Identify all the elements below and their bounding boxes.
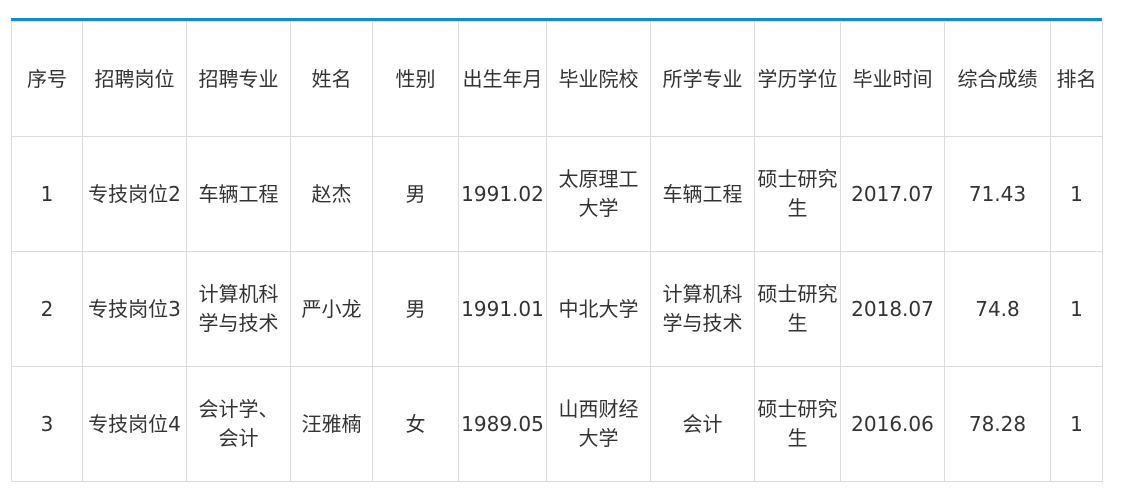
cell-school: 中北大学 (546, 251, 651, 367)
cell-grad-date: 2016.06 (840, 366, 945, 482)
header-score: 综合成绩 (944, 21, 1051, 137)
cell-major: 计算机科学与技术 (186, 251, 291, 367)
cell-name: 赵杰 (290, 136, 373, 252)
cell-birth: 1991.01 (458, 251, 547, 367)
cell-degree: 硕士研究生 (754, 366, 841, 482)
cell-studied-major: 车辆工程 (650, 136, 755, 252)
cell-index: 2 (11, 251, 83, 367)
cell-gender: 男 (372, 136, 459, 252)
header-major: 招聘专业 (186, 21, 291, 137)
header-studied-major: 所学专业 (650, 21, 755, 137)
cell-grad-date: 2018.07 (840, 251, 945, 367)
header-school: 毕业院校 (546, 21, 651, 137)
cell-birth: 1989.05 (458, 366, 547, 482)
header-gender: 性别 (372, 21, 459, 137)
results-table: 序号 招聘岗位 招聘专业 姓名 性别 出生年月 毕业院校 所学专业 学历学位 毕业时间 综合成绩 排名… (11, 21, 1103, 482)
header-row: 序号 招聘岗位 招聘专业 姓名 性别 出生年月 毕业院校 所学专业 学历学位 毕业时间 综合成绩 排名 (11, 21, 1103, 137)
cell-gender: 女 (372, 366, 459, 482)
results-table-container: 序号 招聘岗位 招聘专业 姓名 性别 出生年月 毕业院校 所学专业 学历学位 毕业时间 综合成绩 排名… (11, 18, 1103, 482)
cell-rank: 1 (1050, 366, 1103, 482)
cell-major: 会计学、会计 (186, 366, 291, 482)
header-name: 姓名 (290, 21, 373, 137)
header-grad-date: 毕业时间 (840, 21, 945, 137)
cell-degree: 硕士研究生 (754, 136, 841, 252)
cell-position: 专技岗位3 (82, 251, 187, 367)
cell-score: 78.28 (944, 366, 1051, 482)
cell-rank: 1 (1050, 136, 1103, 252)
cell-rank: 1 (1050, 251, 1103, 367)
cell-name: 汪雅楠 (290, 366, 373, 482)
header-index: 序号 (11, 21, 83, 137)
cell-grad-date: 2017.07 (840, 136, 945, 252)
cell-score: 71.43 (944, 136, 1051, 252)
header-birth: 出生年月 (458, 21, 547, 137)
header-degree: 学历学位 (754, 21, 841, 137)
cell-degree: 硕士研究生 (754, 251, 841, 367)
cell-school: 山西财经大学 (546, 366, 651, 482)
cell-birth: 1991.02 (458, 136, 547, 252)
cell-school: 太原理工大学 (546, 136, 651, 252)
cell-index: 3 (11, 366, 83, 482)
cell-score: 74.8 (944, 251, 1051, 367)
cell-position: 专技岗位2 (82, 136, 187, 252)
cell-major: 车辆工程 (186, 136, 291, 252)
cell-index: 1 (11, 136, 83, 252)
cell-name: 严小龙 (290, 251, 373, 367)
table-row: 1 专技岗位2 车辆工程 赵杰男 1991.02 太原理工大学 车辆工程 硕士研究生 2017.… (11, 136, 1103, 252)
header-rank: 排名 (1050, 21, 1103, 137)
header-position: 招聘岗位 (82, 21, 187, 137)
cell-studied-major: 计算机科学与技术 (650, 251, 755, 367)
table-row: 2 专技岗位3 计算机科学与技术 严小龙男 1991.01 中北大学 计算机科学与技术 硕士研… (11, 251, 1103, 367)
cell-studied-major: 会计 (650, 366, 755, 482)
table-row: 3 专技岗位4 会计学、会计 汪雅楠女 1989.05 山西财经大学 会计 硕士研究生 2016… (11, 366, 1103, 482)
cell-position: 专技岗位4 (82, 366, 187, 482)
cell-gender: 男 (372, 251, 459, 367)
